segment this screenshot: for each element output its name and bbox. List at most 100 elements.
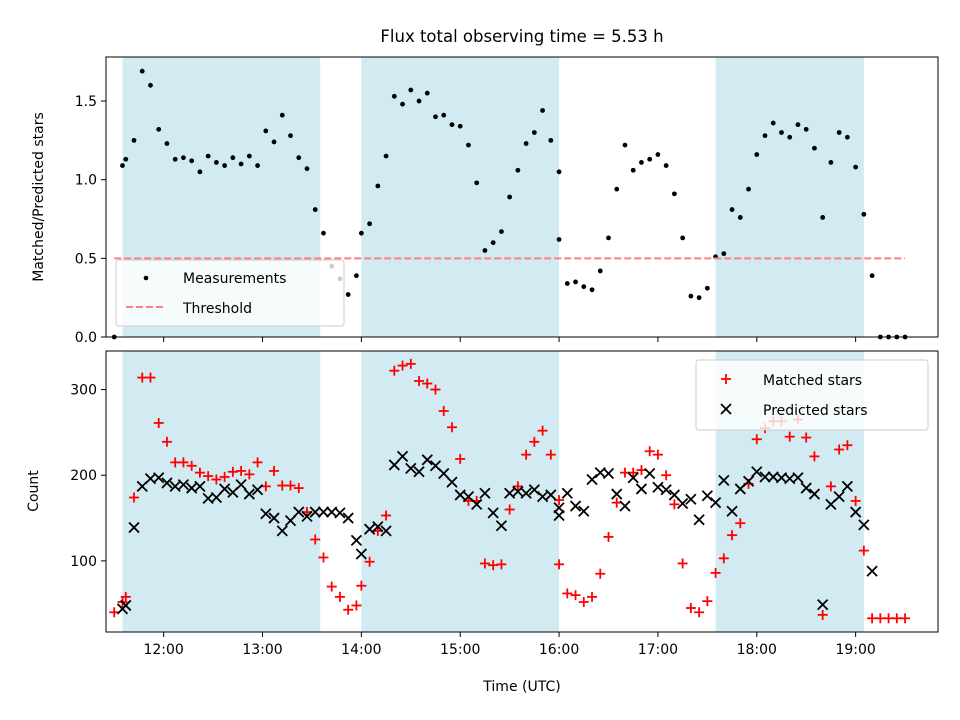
measurement-point: [205, 153, 211, 159]
y-tick-label: 0.0: [75, 330, 97, 346]
measurement-point: [449, 122, 455, 128]
measurement-point: [844, 134, 850, 140]
matched-star-point: [219, 471, 230, 482]
matched-star-point: [504, 504, 515, 515]
predicted-star-point: [251, 484, 264, 496]
predicted-star-point: [561, 487, 573, 499]
measurement-point: [869, 273, 875, 279]
matched-star-point: [252, 457, 263, 468]
predicted-star-point: [161, 477, 173, 489]
matched-star-point: [554, 495, 565, 506]
predicted-star-point: [495, 520, 508, 532]
bottom-y-axis-label: Count: [26, 470, 42, 512]
measurement-point: [564, 281, 570, 286]
measurement-point: [548, 137, 554, 143]
measurement-point: [523, 141, 529, 146]
predicted-star-point: [128, 521, 140, 534]
matched-star-point: [562, 588, 573, 599]
x-tick-label: 19:00: [835, 642, 875, 658]
x-tick-label: 17:00: [638, 642, 678, 658]
matched-star-point: [260, 481, 271, 492]
predicted-star-point: [487, 507, 499, 519]
measurement-point: [597, 268, 603, 274]
predicted-star-point: [210, 491, 223, 504]
measurement-point: [345, 292, 351, 297]
measurement-point: [589, 287, 595, 293]
predicted-star-point: [751, 466, 763, 478]
matched-star-point: [194, 467, 205, 478]
predicted-star-point: [153, 472, 165, 484]
measurement-point: [197, 169, 203, 175]
measurement-point: [164, 141, 170, 146]
matched-star-point: [211, 474, 222, 485]
matched-star-point: [455, 453, 466, 464]
measurement-point: [795, 122, 801, 128]
legend-predicted-label: Predicted stars: [763, 403, 868, 419]
measurement-point: [704, 285, 710, 291]
predicted-star-point: [293, 506, 305, 518]
top-plot-marks: [111, 68, 908, 340]
measurement-point: [156, 126, 162, 132]
predicted-star-point: [317, 506, 330, 518]
measurement-point: [531, 130, 537, 135]
matched-star-point: [702, 596, 713, 607]
x-tick-label: 12:00: [143, 642, 183, 658]
predicted-star-point: [471, 498, 483, 510]
legend-measurements-marker: [143, 275, 149, 281]
matched-star-point: [834, 444, 845, 455]
matched-star-point: [554, 559, 565, 570]
predicted-star-point: [479, 487, 491, 499]
x-tick-label: 16:00: [539, 642, 579, 658]
measurement-point: [836, 130, 842, 135]
matched-star-point: [842, 440, 853, 451]
measurement-point: [754, 152, 760, 157]
matched-star-point: [414, 375, 425, 386]
predicted-star-point: [742, 475, 755, 487]
matched-star-point: [351, 600, 362, 611]
matched-star-point: [389, 365, 400, 376]
measurement-point: [746, 186, 751, 192]
measurement-point: [172, 156, 178, 162]
matched-star-point: [422, 378, 433, 389]
legend-matched-marker: [721, 374, 731, 384]
matched-star-point: [293, 483, 304, 494]
measurement-point: [647, 156, 653, 162]
matched-star-point: [644, 446, 655, 457]
matched-star-point: [381, 510, 392, 521]
predicted-star-point: [380, 525, 392, 537]
measurement-point: [466, 142, 471, 148]
matched-star-point: [587, 591, 598, 602]
bottom-axis-ticks: 12:00 13:00 14:00 15:00 16:00 17:00 18:00 19:00…: [70, 383, 876, 658]
measurement-point: [375, 183, 381, 189]
matched-star-point: [120, 591, 131, 602]
measurement-point: [131, 137, 137, 143]
predicted-star-point: [718, 474, 730, 486]
measurement-point: [367, 221, 373, 227]
predicted-star-point: [520, 487, 532, 499]
measurement-point: [255, 163, 260, 168]
shaded-interval: [361, 57, 560, 337]
top-panel: 0.0 0.5 1.0 1.5 Matched/Predicted stars Mea…: [31, 56, 939, 346]
matched-star-point: [677, 558, 688, 569]
predicted-star-point: [841, 480, 854, 492]
matched-star-point: [364, 556, 375, 567]
measurement-point: [556, 169, 562, 175]
predicted-star-point: [268, 512, 280, 524]
measurement-point: [787, 134, 793, 140]
measurement-point: [853, 164, 859, 170]
predicted-star-point: [301, 510, 313, 522]
matched-star-point: [529, 436, 540, 447]
bottom-legend: Matched stars Predicted stars: [695, 359, 929, 431]
matched-star-point: [405, 358, 416, 369]
observing-window-shading: [122, 57, 864, 337]
measurement-point: [515, 167, 521, 173]
measurement-point: [296, 155, 302, 161]
matched-star-point: [900, 613, 911, 624]
predicted-star-point: [355, 548, 368, 560]
predicted-star-point: [243, 488, 255, 500]
measurement-point: [779, 130, 784, 135]
measurement-point: [416, 98, 422, 104]
matched-star-point: [397, 360, 408, 371]
measurement-point: [400, 101, 405, 107]
matched-star-point: [669, 499, 680, 510]
